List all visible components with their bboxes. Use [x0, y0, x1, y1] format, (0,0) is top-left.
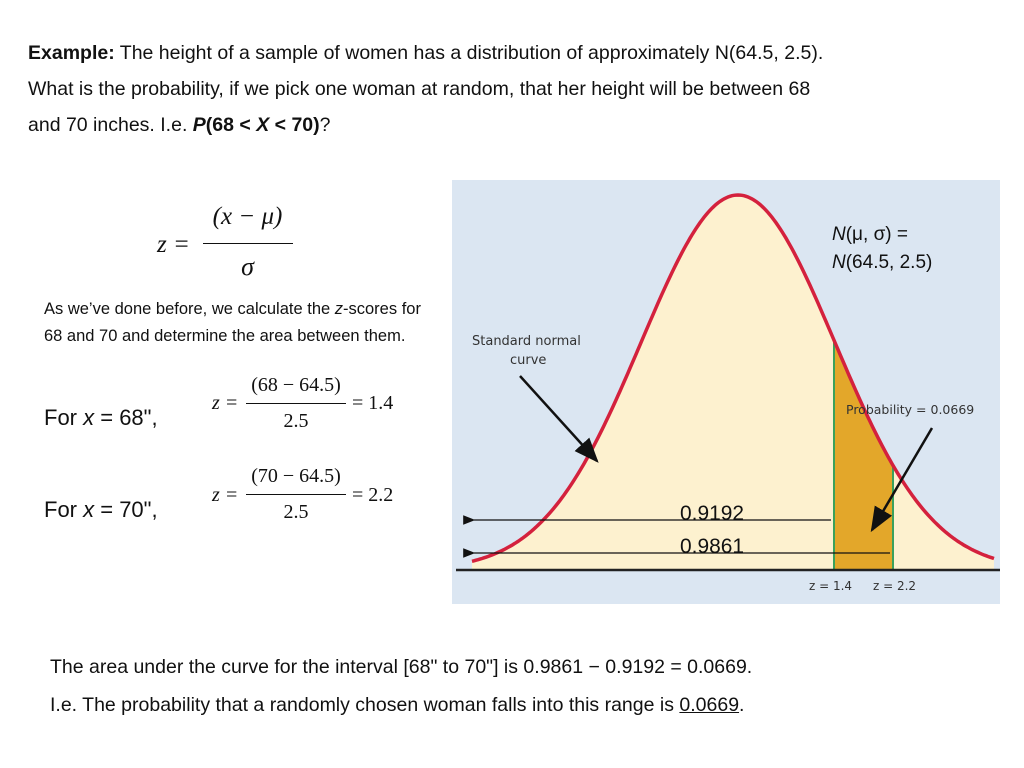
example-label: Example:	[28, 42, 115, 64]
conclusion-period: .	[739, 694, 745, 716]
intro-line-1: The height of a sample of women has a di…	[119, 42, 824, 64]
calc-68-label: For x = 68",	[44, 405, 158, 430]
calc-68-denominator: 2.5	[283, 410, 309, 432]
prob-close: < 70)	[269, 114, 320, 136]
cdf-value-2-2: 0.9861	[680, 535, 744, 558]
prob-x: X	[256, 114, 270, 136]
z-formula-numerator: (x − μ)	[212, 203, 283, 230]
intro-line-2: What is the probability, if we pick one …	[28, 78, 811, 100]
conclusion-line-1: The area under the curve for the interva…	[50, 656, 753, 678]
calc-70-fraction-line	[246, 494, 346, 495]
calc-70-result: = 2.2	[352, 484, 394, 506]
conclusion-line-2: I.e. The probability that a randomly cho…	[50, 694, 1010, 717]
dist-label-line-2: N(64.5, 2.5)	[832, 252, 932, 273]
z-formula-denominator: σ	[241, 252, 254, 281]
cdf-value-1-4: 0.9192	[680, 502, 744, 525]
calc-68-lhs: z =	[212, 392, 239, 414]
question-mark: ?	[319, 114, 331, 136]
explanation-part-a: As we’ve done before, we calculate the	[44, 300, 335, 318]
dist-label-line-1: N(μ, σ) =	[832, 224, 908, 245]
curve-label: curve	[510, 353, 546, 368]
intro-line-3: and 70 inches. I.e.	[28, 114, 193, 136]
intro-text: Example: The height of a sample of women…	[28, 35, 988, 143]
calc-70-denominator: 2.5	[283, 501, 309, 523]
calc-68-result: = 1.4	[352, 392, 394, 414]
calc-70-lhs: z =	[212, 484, 239, 506]
z-2-2-label: z = 2.2	[873, 579, 916, 593]
normal-curve-figure: N(μ, σ) = N(64.5, 2.5) Standard normal c…	[452, 180, 1000, 604]
calc-68-numerator: (68 − 64.5)	[251, 374, 341, 396]
explanation-text: As we’ve done before, we calculate the z…	[44, 296, 424, 350]
z-1-4-label: z = 1.4	[809, 579, 852, 593]
probability-label: Probability = 0.0669	[846, 402, 974, 417]
calc-68-fraction-line	[246, 403, 346, 404]
normal-curve	[471, 193, 995, 563]
z-formula-fraction-line	[203, 243, 293, 244]
explanation-z: z	[334, 300, 344, 318]
explanation-part-b: -scores for 68 and 70 and determine the …	[44, 300, 421, 345]
conclusion-line-2-text: I.e. The probability that a randomly cho…	[50, 694, 680, 716]
calc-70-numerator: (70 − 64.5)	[251, 465, 341, 487]
calc-70-label: For x = 70",	[44, 497, 158, 522]
z-formula-lhs: z =	[157, 231, 190, 258]
conclusion-probability-value: 0.0669	[679, 694, 740, 716]
standard-normal-label: Standard normal	[472, 334, 581, 349]
prob-p: P	[192, 114, 206, 136]
prob-open: (68 <	[205, 114, 257, 136]
standard-normal-arrow	[519, 375, 599, 463]
probability-arrow	[870, 427, 934, 533]
